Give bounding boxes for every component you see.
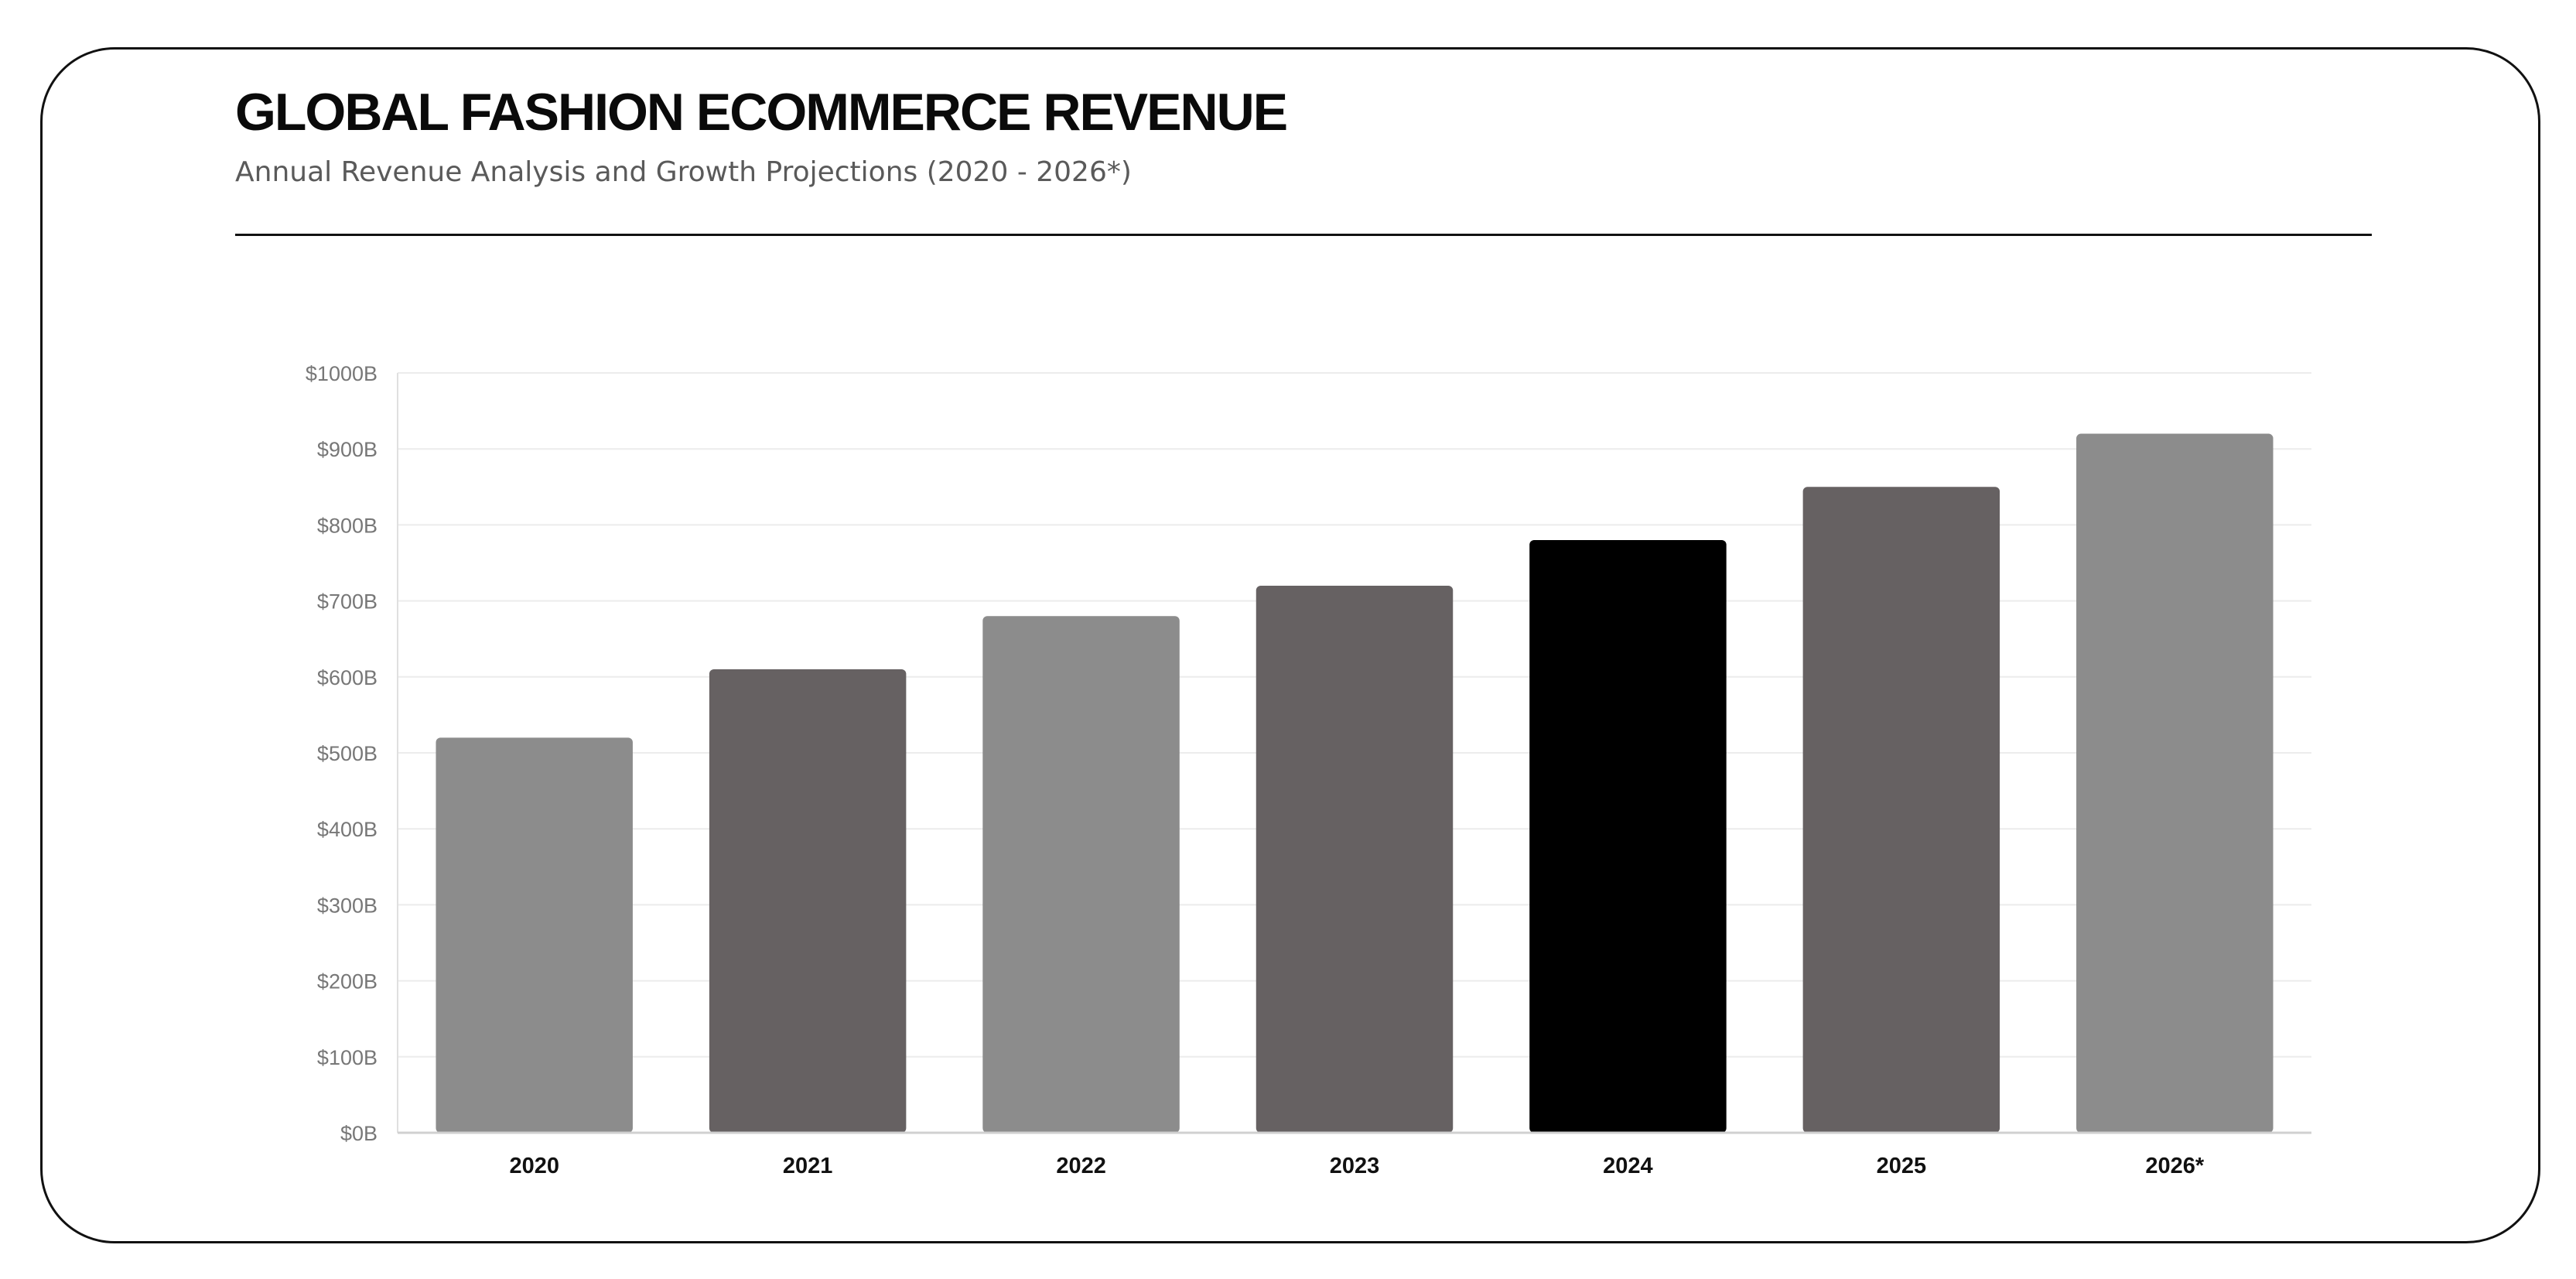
x-tick-label: 2026* bbox=[2145, 1154, 2205, 1178]
bars bbox=[436, 433, 2274, 1133]
axes bbox=[397, 373, 2311, 1134]
x-tick-label: 2023 bbox=[1330, 1154, 1380, 1178]
x-tick-label: 2022 bbox=[1056, 1154, 1106, 1178]
y-tick-label: $700B bbox=[317, 590, 378, 614]
header-divider bbox=[235, 234, 2372, 236]
y-tick-label: $200B bbox=[317, 970, 378, 993]
bar-2025[interactable] bbox=[1802, 487, 2000, 1133]
bar-2020[interactable] bbox=[436, 737, 633, 1133]
x-tick-label: 2025 bbox=[1877, 1154, 1927, 1178]
y-tick-label: $100B bbox=[317, 1046, 378, 1069]
y-tick-label: $600B bbox=[317, 666, 378, 689]
y-tick-label: $500B bbox=[317, 742, 378, 765]
chart-header: GLOBAL FASHION ECOMMERCE REVENUE Annual … bbox=[235, 80, 2372, 190]
chart-subtitle: Annual Revenue Analysis and Growth Proje… bbox=[235, 156, 1132, 188]
y-tick-label: $0B bbox=[340, 1122, 378, 1145]
y-tick-label: $400B bbox=[317, 818, 378, 841]
y-axis-ticks: $0B $100B $200B $300B $400B $500B $600B $700B $8… bbox=[306, 362, 378, 1145]
x-tick-label: 2021 bbox=[783, 1154, 833, 1178]
bar-2023[interactable] bbox=[1256, 585, 1454, 1133]
bar-2024[interactable] bbox=[1529, 540, 1727, 1133]
y-tick-label: $900B bbox=[317, 438, 378, 461]
bar-2021[interactable] bbox=[709, 669, 907, 1133]
bar-2022[interactable] bbox=[982, 616, 1180, 1133]
x-tick-label: 2024 bbox=[1603, 1154, 1653, 1178]
y-tick-label: $300B bbox=[317, 894, 378, 917]
x-axis-ticks: 2020 2021 2022 2023 2024 2025 2026* bbox=[509, 1154, 2204, 1178]
bar-2026[interactable] bbox=[2076, 433, 2274, 1133]
y-tick-label: $1000B bbox=[306, 362, 378, 385]
y-tick-label: $800B bbox=[317, 514, 378, 537]
chart-title: GLOBAL FASHION ECOMMERCE REVENUE bbox=[235, 83, 1288, 142]
x-tick-label: 2020 bbox=[509, 1154, 559, 1178]
